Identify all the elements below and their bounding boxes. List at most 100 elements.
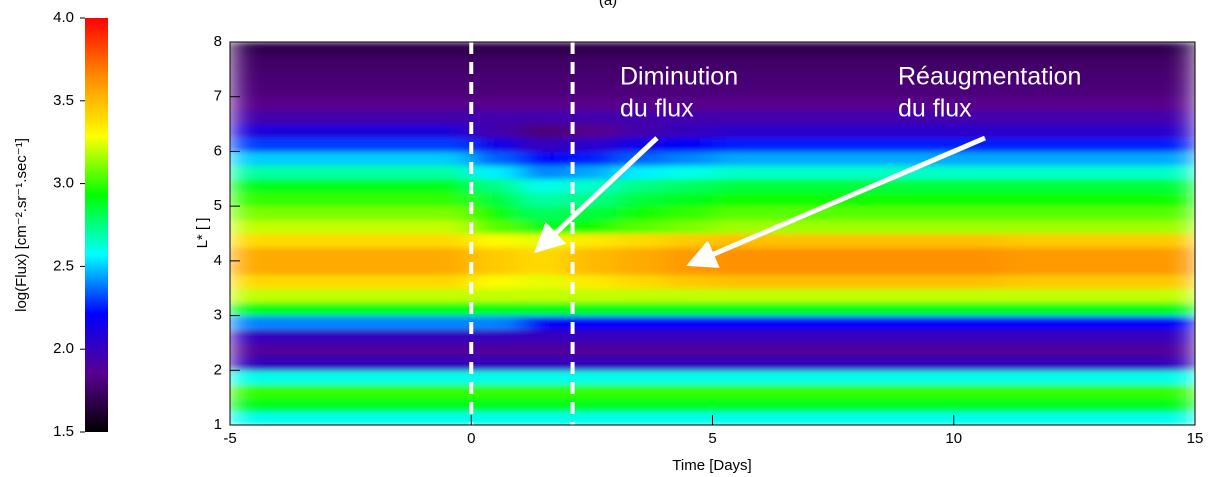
- annotation: Diminution: [620, 63, 738, 91]
- heatmap-cell: [664, 383, 713, 399]
- heatmap-cell: [905, 96, 955, 111]
- heatmap-cell: [1098, 124, 1148, 139]
- heatmap-cell: [616, 233, 665, 248]
- heatmap-cell: [1098, 192, 1148, 207]
- arrow: [534, 136, 659, 254]
- heatmap-cell: [809, 233, 858, 248]
- heatmap-cell: [760, 124, 810, 139]
- heatmap-cell: [471, 96, 520, 111]
- heatmap-cell: [1002, 288, 1051, 303]
- heatmap-cell: [1050, 301, 1099, 317]
- heatmap-cell: [664, 69, 713, 84]
- annotation: Réaugmentation: [898, 63, 1081, 91]
- heatmap-cell: [471, 274, 520, 289]
- heatmap-cell: [905, 260, 955, 276]
- heatmap-cell: [471, 110, 520, 125]
- heatmap-cell: [230, 124, 279, 139]
- heatmap-cell: [1050, 206, 1099, 221]
- heatmap-cell: [471, 42, 520, 57]
- heatmap-cell: [905, 137, 955, 152]
- heatmap-cell: [326, 219, 376, 234]
- heatmap-cell: [1146, 83, 1195, 98]
- heatmap-cell: [664, 315, 713, 330]
- heatmap-cell: [471, 342, 520, 358]
- heatmap-cell: [905, 356, 955, 371]
- heatmap-cell: [664, 342, 713, 358]
- heatmap-cell: [278, 96, 327, 111]
- heatmap-cell: [905, 301, 955, 317]
- heatmap-cell: [857, 233, 906, 248]
- heatmap-cell: [374, 69, 424, 84]
- heatmap-cell: [471, 137, 520, 152]
- heatmap-cell: [326, 329, 376, 344]
- heatmap-cell: [905, 315, 955, 330]
- heatmap-cell: [953, 260, 1003, 276]
- heatmap-cell: [230, 233, 279, 248]
- heatmap-cell: [423, 151, 472, 166]
- heatmap-cell: [1050, 247, 1099, 262]
- heatmap-cell: [953, 69, 1003, 84]
- heatmap-cell: [423, 178, 472, 193]
- heatmap-cell: [423, 260, 472, 276]
- heatmap-cell: [857, 151, 906, 166]
- heatmap-cell: [616, 383, 665, 399]
- heatmap-cell: [1098, 55, 1148, 70]
- heatmap-cell: [809, 83, 858, 98]
- heatmap-cell: [278, 260, 327, 276]
- heatmap-cell: [519, 124, 569, 139]
- heatmap-cell: [423, 397, 472, 412]
- heatmap-cell: [905, 397, 955, 412]
- heatmap-cell: [278, 219, 327, 234]
- heatmap-cell: [1146, 110, 1195, 125]
- heatmap-cell: [567, 247, 617, 262]
- heatmap-cell: [1050, 288, 1099, 303]
- heatmap-cell: [278, 233, 327, 248]
- heatmap-cell: [326, 55, 376, 70]
- chart-title: (a): [599, 0, 617, 9]
- heatmap-cell: [905, 370, 955, 385]
- heatmap-cell: [519, 342, 569, 358]
- heatmap-cell: [1098, 288, 1148, 303]
- heatmap-cell: [905, 219, 955, 234]
- heatmap-cell: [1098, 96, 1148, 111]
- heatmap-cell: [423, 411, 472, 425]
- heatmap-cell: [230, 83, 279, 98]
- heatmap-cell: [374, 315, 424, 330]
- heatmap-cell: [567, 260, 617, 276]
- heatmap-cell: [1146, 137, 1195, 152]
- heatmap-cell: [1050, 329, 1099, 344]
- heatmap-cell: [471, 178, 520, 193]
- y-tick-label: 3: [214, 307, 222, 324]
- heatmap-cell: [809, 137, 858, 152]
- x-tick-label: 0: [467, 430, 475, 447]
- heatmap-cell: [712, 69, 762, 84]
- heatmap-cell: [230, 206, 279, 221]
- heatmap-cell: [519, 288, 569, 303]
- heatmap-cell: [664, 219, 713, 234]
- heatmap-cell: [471, 397, 520, 412]
- heatmap-cell: [374, 288, 424, 303]
- heatmap-cell: [1146, 260, 1195, 276]
- heatmap-cell: [953, 356, 1003, 371]
- heatmap-cell: [1098, 301, 1148, 317]
- heatmap-cell: [712, 110, 762, 125]
- heatmap-cell: [1098, 383, 1148, 399]
- heatmap-cell: [278, 315, 327, 330]
- heatmap-cell: [760, 356, 810, 371]
- heatmap-cell: [374, 83, 424, 98]
- heatmap-cell: [1050, 219, 1099, 234]
- heatmap-cell: [1146, 383, 1195, 399]
- heatmap-cell: [326, 315, 376, 330]
- heatmap-cell: [519, 247, 569, 262]
- heatmap-cell: [1050, 260, 1099, 276]
- y-tick-label: 6: [214, 142, 222, 159]
- heatmap-cell: [616, 219, 665, 234]
- heatmap-cell: [374, 370, 424, 385]
- heatmap-cell: [1146, 411, 1195, 425]
- heatmap-cell: [326, 96, 376, 111]
- heatmap-cell: [712, 206, 762, 221]
- x-tick-label: -5: [223, 430, 236, 447]
- heatmap-cell: [1098, 315, 1148, 330]
- heatmap-cell: [1050, 411, 1099, 425]
